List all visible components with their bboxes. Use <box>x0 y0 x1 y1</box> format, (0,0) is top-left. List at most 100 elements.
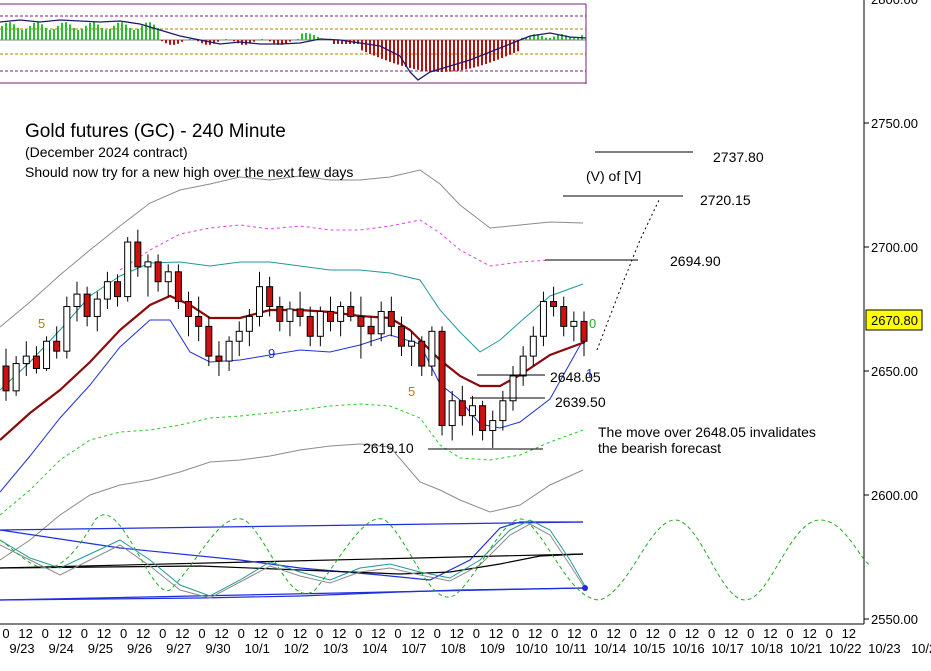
x-hour-label: 12 <box>802 626 816 641</box>
candle-up <box>103 281 111 300</box>
level-label-2737-80: 2737.80 <box>713 149 764 165</box>
x-date-label: 10/2 <box>911 641 931 656</box>
x-hour-label: 0 <box>81 626 88 641</box>
x-hour-label: 12 <box>763 626 777 641</box>
histogram-bar <box>173 40 175 45</box>
histogram-bar <box>497 40 499 60</box>
candle-down <box>306 315 314 337</box>
histogram-bar <box>201 40 203 44</box>
x-hour-label: 12 <box>528 626 542 641</box>
histogram-bar <box>17 27 19 40</box>
histogram-bar <box>341 40 343 44</box>
histogram-bar <box>113 25 115 40</box>
x-hour-label: 12 <box>175 626 189 641</box>
candle-down <box>560 306 568 327</box>
histogram-bar <box>189 39 191 40</box>
cycle-panel <box>0 514 871 601</box>
candle-up <box>12 363 20 392</box>
histogram-bar <box>397 40 399 65</box>
candle-up <box>570 320 578 327</box>
x-hour-label: 0 <box>630 626 637 641</box>
histogram-bar <box>277 40 279 45</box>
cycle-end-dot <box>582 585 588 591</box>
y-tick-label: 2700.00 <box>871 240 918 255</box>
oscillator-panel <box>0 0 587 84</box>
y-tick-label: 2550.00 <box>871 612 918 627</box>
x-hour-label: 12 <box>489 626 503 641</box>
x-hour-label: 12 <box>371 626 385 641</box>
histogram-bar <box>165 40 167 44</box>
histogram-bar <box>121 22 123 40</box>
x-hour-label: 0 <box>512 626 519 641</box>
histogram-bar <box>181 40 183 42</box>
x-date-label: 10/10 <box>515 641 548 656</box>
histogram-bar <box>533 34 535 40</box>
histogram-bar <box>337 40 339 44</box>
candle-down <box>53 340 61 352</box>
histogram-bar <box>157 28 159 40</box>
histogram-bar <box>565 35 567 40</box>
histogram-bar <box>473 40 475 68</box>
candle-down <box>83 293 91 317</box>
histogram-bar <box>273 40 275 44</box>
histogram-bar <box>505 40 507 57</box>
histogram-bar <box>289 40 291 42</box>
candle-up <box>286 308 294 322</box>
candle-up <box>73 293 81 308</box>
x-hour-label: 12 <box>724 626 738 641</box>
histogram-bar <box>445 40 447 72</box>
histogram-bar <box>33 22 35 40</box>
x-date-label: 10/18 <box>751 641 784 656</box>
cycle-label-5a: 5 <box>38 316 45 331</box>
candle-down <box>418 340 426 367</box>
histogram-bar <box>381 40 383 59</box>
histogram-bar <box>141 25 143 40</box>
x-hour-label: 0 <box>277 626 284 641</box>
candle-down <box>296 308 304 317</box>
histogram-bar <box>465 40 467 70</box>
histogram-bar <box>153 24 155 40</box>
x-hour-label: 12 <box>685 626 699 641</box>
y-tick-label: 2600.00 <box>871 488 918 503</box>
histogram-bar <box>25 29 27 40</box>
candle-down <box>397 325 405 347</box>
histogram-bar <box>73 27 75 40</box>
level-label-2648-05: 2648.05 <box>550 369 601 385</box>
histogram-bar <box>481 40 483 66</box>
x-hour-label: 0 <box>590 626 597 641</box>
candle-up <box>63 306 71 352</box>
candle-up <box>164 271 172 283</box>
candle-down <box>114 281 122 298</box>
histogram-bar <box>225 39 227 40</box>
histogram-bar <box>409 40 411 69</box>
histogram-bar <box>281 40 283 45</box>
candle-up <box>408 340 416 347</box>
candle-down <box>580 320 588 342</box>
y-tick-label: 2650.00 <box>871 364 918 379</box>
candle-up <box>509 375 517 402</box>
histogram-bar <box>357 40 359 44</box>
candle-up <box>144 261 152 268</box>
histogram-bar <box>65 22 67 40</box>
x-hour-label: 0 <box>551 626 558 641</box>
histogram-bar <box>101 27 103 40</box>
candle-down <box>2 365 10 392</box>
histogram-bar <box>513 40 515 54</box>
x-date-label: 10/7 <box>401 641 426 656</box>
x-date-label: 10/4 <box>362 641 387 656</box>
histogram-bar <box>405 40 407 68</box>
x-hour-label: 0 <box>42 626 49 641</box>
x-date-label: 9/26 <box>127 641 152 656</box>
x-hour-label: 12 <box>18 626 32 641</box>
candle-up <box>124 241 132 298</box>
x-date-label: 10/22 <box>829 641 862 656</box>
histogram-bar <box>433 40 435 72</box>
candle-up <box>428 330 436 367</box>
histogram-bar <box>137 28 139 40</box>
candle-up <box>489 420 497 432</box>
x-hour-label: 12 <box>254 626 268 641</box>
histogram-bar <box>393 40 395 64</box>
candle-down <box>367 325 375 335</box>
x-date-label: 10/11 <box>555 641 587 656</box>
candle-up <box>377 310 385 335</box>
